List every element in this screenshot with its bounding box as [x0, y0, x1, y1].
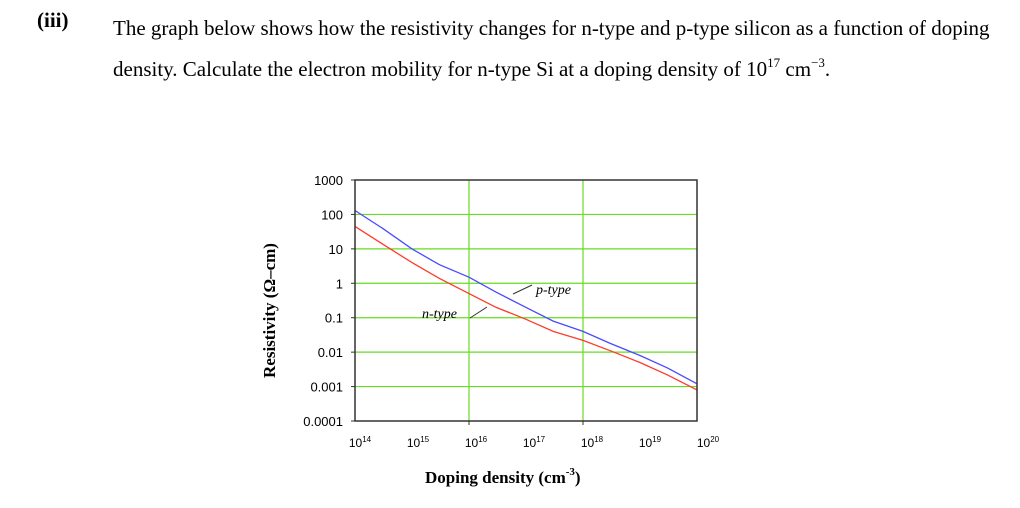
- x-tick-label: 1018: [581, 435, 604, 450]
- y-tick-label: 1000: [314, 173, 343, 188]
- question-text: The graph below shows how the resistivit…: [113, 8, 993, 90]
- unit: cm: [780, 57, 812, 81]
- x-tick-label: 1017: [523, 435, 546, 450]
- x-axis-label-text: Doping density (cm: [425, 468, 566, 487]
- x-tick-label: 1020: [697, 435, 720, 450]
- y-tick-label: 100: [321, 207, 343, 222]
- p-type-line: [354, 209, 698, 385]
- question-number: (iii): [37, 8, 69, 32]
- question-body: The graph below shows how the resistivit…: [113, 16, 990, 81]
- x-tick-label: 1014: [349, 435, 372, 450]
- x-tick-label: 1019: [639, 435, 662, 450]
- x-axis-label-exp: -3: [566, 466, 576, 478]
- unit-exponent: −3: [811, 55, 825, 70]
- y-tick-label: 0.01: [318, 345, 343, 360]
- plot-frame: [354, 179, 698, 422]
- y-tick-label: 1: [336, 276, 343, 291]
- y-axis-label: Resistivity (Ω–cm): [260, 243, 279, 378]
- period: .: [824, 57, 831, 81]
- x-tick-label: 1015: [407, 435, 430, 450]
- x-axis-label: Doping density (cm-3): [425, 466, 581, 487]
- p-type-label: p-type: [535, 283, 571, 298]
- y-tick-label: 0.1: [325, 311, 343, 326]
- y-tick-label: 0.001: [310, 380, 343, 395]
- n-type-line: [354, 225, 698, 391]
- p-type-pointer: [512, 284, 533, 295]
- n-type-label: n-type: [422, 307, 457, 322]
- x-axis-label-end: ): [575, 468, 581, 487]
- y-tick-label: 0.0001: [303, 414, 343, 429]
- density-exponent: 17: [767, 55, 781, 70]
- y-tick-label: 10: [329, 242, 343, 257]
- x-tick-label: 1016: [465, 435, 488, 450]
- n-type-pointer: [469, 306, 488, 319]
